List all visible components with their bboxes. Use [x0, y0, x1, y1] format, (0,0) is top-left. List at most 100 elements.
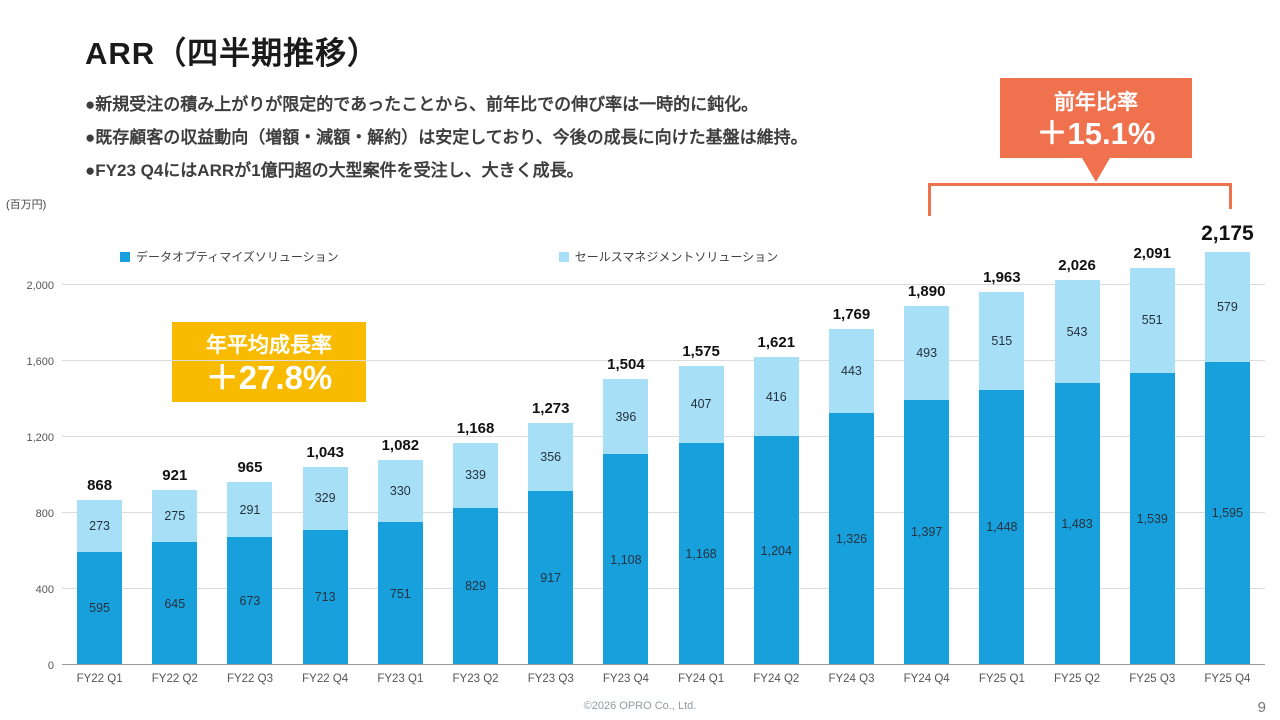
- bar-segment-sales-management[interactable]: 515: [979, 292, 1025, 390]
- bar-segment-sales-management[interactable]: 493: [904, 305, 950, 400]
- bar-segment-sales-management[interactable]: 543: [1054, 280, 1100, 384]
- stacked-bar[interactable]: 493 1,397: [904, 305, 950, 665]
- bullet-list: ●新規受注の積み上がりが限定的であったことから、前年比での伸び率は一時的に鈍化。…: [85, 88, 985, 187]
- bar-segment-sales-management[interactable]: 273: [77, 500, 123, 552]
- bar-group: 1,890 493 1,397: [889, 245, 964, 665]
- gridline: [62, 360, 1265, 361]
- stacked-bar[interactable]: 579 1,595: [1204, 251, 1250, 665]
- x-axis-label: FY24 Q2: [753, 673, 800, 685]
- stacked-bar[interactable]: 443 1,326: [828, 328, 874, 665]
- stacked-bar[interactable]: 396 1,108: [603, 379, 649, 665]
- stacked-bar[interactable]: 356 917: [528, 423, 574, 665]
- bar-segment-sales-management[interactable]: 579: [1204, 251, 1250, 362]
- bar-group: 1,168 339 829: [438, 245, 513, 665]
- stacked-bar[interactable]: 291 673: [227, 481, 273, 665]
- bar-segment-sales-management[interactable]: 329: [302, 467, 348, 530]
- y-tick-label: 1,600: [26, 356, 54, 368]
- total-value-label: 1,082: [381, 436, 420, 454]
- bar-segment-sales-management[interactable]: 291: [227, 481, 273, 538]
- yoy-bracket-line: [928, 183, 1232, 186]
- stacked-bar[interactable]: 515 1,448: [979, 292, 1025, 665]
- total-value-label: 1,575: [682, 342, 720, 360]
- bar-group: 921 275 645: [137, 245, 212, 665]
- bar-segment-data-optimize[interactable]: 917: [528, 490, 574, 665]
- bar-segment-sales-management[interactable]: 275: [152, 490, 198, 543]
- x-axis-label: FY25 Q3: [1129, 673, 1176, 685]
- total-value-label: 1,769: [832, 305, 871, 323]
- bar-segment-data-optimize[interactable]: 751: [377, 522, 423, 665]
- bar-segment-data-optimize[interactable]: 673: [227, 537, 273, 665]
- gridline: [62, 512, 1265, 513]
- bar-segment-sales-management[interactable]: 407: [678, 365, 724, 444]
- bar-segment-data-optimize[interactable]: 595: [77, 551, 123, 665]
- bar-segment-sales-management[interactable]: 330: [377, 459, 423, 523]
- total-value-label: 921: [162, 467, 188, 485]
- gridline: [62, 436, 1265, 437]
- total-value-label: 868: [87, 477, 113, 495]
- x-axis-label: FY23 Q4: [602, 673, 649, 685]
- bar-segment-data-optimize[interactable]: 1,595: [1204, 361, 1250, 665]
- total-value-label: 1,168: [456, 420, 495, 438]
- segment-value-label: 356: [540, 449, 562, 464]
- segment-value-label: 493: [916, 345, 938, 360]
- bar-segment-data-optimize[interactable]: 1,539: [1129, 372, 1175, 665]
- stacked-bar[interactable]: 543 1,483: [1054, 280, 1100, 665]
- stacked-bar[interactable]: 329 713: [302, 467, 348, 665]
- stacked-bar[interactable]: 416 1,204: [753, 357, 799, 665]
- cagr-badge-label: 年平均成長率: [206, 334, 332, 357]
- bar-segment-data-optimize[interactable]: 1,326: [828, 413, 874, 665]
- stacked-bar[interactable]: 339 829: [453, 443, 499, 665]
- cagr-badge: 年平均成長率 ＋27.8%: [172, 322, 366, 402]
- y-tick-label: 1,200: [26, 432, 54, 444]
- stacked-bar[interactable]: 407 1,168: [678, 365, 724, 665]
- segment-value-label: 1,326: [835, 532, 868, 547]
- bar-segment-data-optimize[interactable]: 1,168: [678, 443, 724, 665]
- y-tick-label: 2,000: [26, 280, 54, 292]
- bar-segment-sales-management[interactable]: 551: [1129, 267, 1175, 373]
- yoy-bracket-left-tick: [928, 183, 931, 216]
- stacked-bar[interactable]: 551 1,539: [1129, 267, 1175, 665]
- stacked-bar[interactable]: 273 595: [77, 500, 123, 665]
- bar-segment-data-optimize[interactable]: 1,483: [1054, 383, 1100, 665]
- total-value-label: 1,043: [306, 444, 344, 462]
- total-value-label: 2,091: [1133, 244, 1171, 262]
- segment-value-label: 1,397: [911, 525, 943, 540]
- yoy-badge-label: 前年比率: [1054, 91, 1138, 114]
- x-axis-label: FY23 Q2: [452, 673, 499, 685]
- segment-value-label: 1,539: [1136, 511, 1168, 526]
- segment-value-label: 275: [164, 509, 186, 524]
- bar-segment-data-optimize[interactable]: 1,204: [753, 436, 799, 665]
- bar-segment-data-optimize[interactable]: 713: [302, 529, 348, 665]
- bar-segment-data-optimize[interactable]: 1,108: [603, 454, 649, 665]
- bar-group: 1,504 396 1,108: [588, 245, 663, 665]
- bar-segment-sales-management[interactable]: 339: [453, 443, 499, 508]
- footer-copyright: ©2026 OPRO Co., Ltd.: [583, 700, 697, 712]
- bar-segment-sales-management[interactable]: 416: [753, 357, 799, 437]
- legend-item: セールスマネジメントソリューション: [558, 248, 778, 265]
- segment-value-label: 543: [1066, 324, 1088, 339]
- legend-item: データオプティマイズソリューション: [120, 248, 339, 265]
- segment-value-label: 595: [89, 601, 111, 616]
- x-axis-label: FY25 Q1: [978, 673, 1025, 685]
- x-axis-label: FY24 Q3: [828, 673, 875, 685]
- y-tick-label: 400: [35, 584, 54, 596]
- bar-segment-data-optimize[interactable]: 645: [152, 542, 198, 665]
- bar-segment-sales-management[interactable]: 396: [603, 379, 649, 455]
- bar-group: 868 273 595: [62, 245, 137, 665]
- bar-segment-data-optimize[interactable]: 1,448: [979, 389, 1025, 665]
- yoy-badge-arrow-icon: [1082, 158, 1110, 182]
- x-axis-label: FY22 Q1: [76, 673, 123, 685]
- bar-segment-data-optimize[interactable]: 1,397: [904, 399, 950, 665]
- gridline: [62, 664, 1265, 665]
- bars-row: 868 273 595 921 275 645 965 291 673 1,043 329 713 1,…: [62, 222, 1265, 665]
- segment-value-label: 1,168: [685, 547, 717, 562]
- segment-value-label: 551: [1141, 313, 1163, 328]
- stacked-bar[interactable]: 330 751: [377, 459, 423, 665]
- bar-segment-sales-management[interactable]: 356: [528, 423, 574, 491]
- segment-value-label: 713: [314, 590, 336, 605]
- stacked-bar[interactable]: 275 645: [152, 490, 198, 665]
- segment-value-label: 329: [314, 491, 336, 506]
- bar-segment-data-optimize[interactable]: 829: [453, 507, 499, 665]
- bar-segment-sales-management[interactable]: 443: [828, 328, 874, 414]
- bar-group: 1,769 443 1,326: [814, 245, 889, 665]
